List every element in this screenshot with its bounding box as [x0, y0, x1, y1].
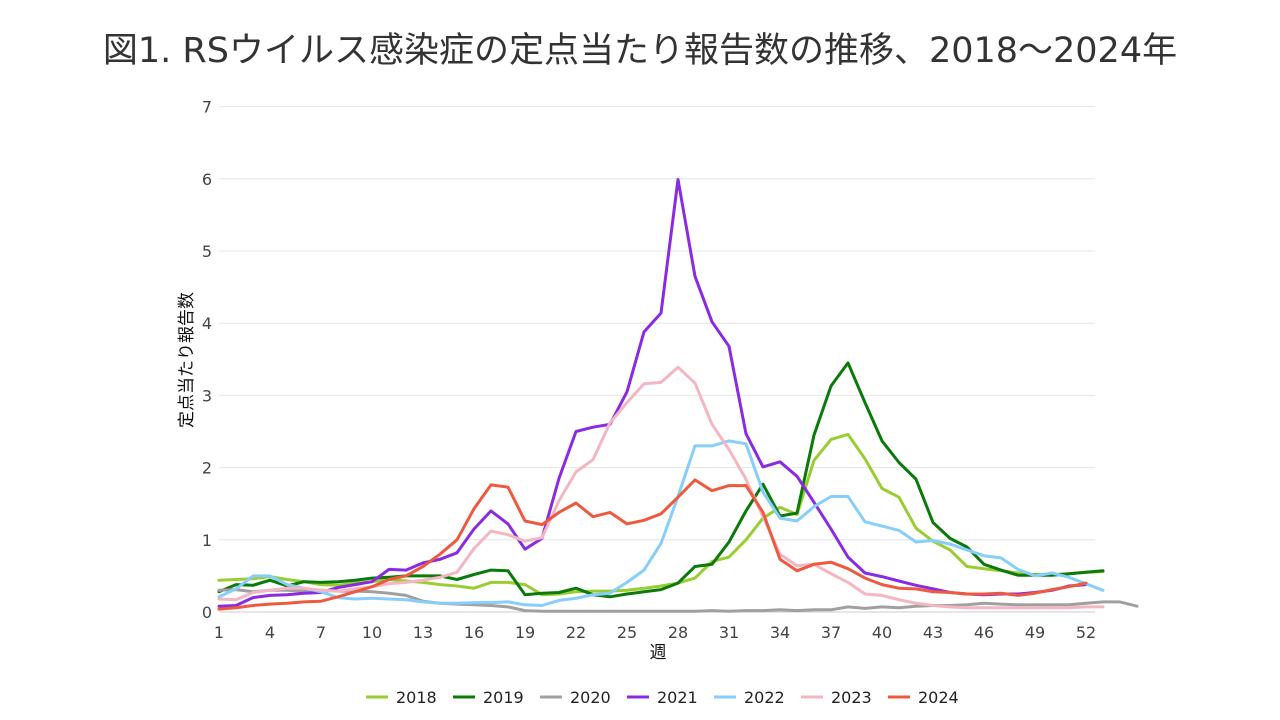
legend-label: 2022 — [744, 688, 785, 707]
legend-item-2020: 2020 — [540, 688, 611, 707]
x-tick-label: 19 — [515, 623, 535, 642]
x-tick-label: 10 — [362, 623, 382, 642]
x-tick-label: 16 — [464, 623, 484, 642]
x-tick-label: 43 — [923, 623, 943, 642]
y-axis-label: 定点当たり報告数 — [177, 292, 197, 428]
legend-label: 2021 — [657, 688, 698, 707]
legend-label: 2023 — [831, 688, 872, 707]
legend-item-2019: 2019 — [453, 688, 524, 707]
x-axis-label: 週 — [650, 643, 667, 663]
x-tick-label: 37 — [821, 623, 841, 642]
legend: 2018 2019 2020 2021 2022 2023 2024 — [366, 688, 959, 707]
x-tick-label: 25 — [617, 623, 637, 642]
y-tick-label: 2 — [202, 459, 212, 478]
y-tick-label: 6 — [202, 170, 212, 189]
x-tick-label: 22 — [566, 623, 586, 642]
x-tick-label: 49 — [1025, 623, 1045, 642]
legend-label: 2018 — [396, 688, 437, 707]
y-tick-label: 4 — [202, 314, 212, 333]
x-tick-label: 28 — [668, 623, 688, 642]
x-tick-label: 31 — [719, 623, 739, 642]
y-tick-label: 1 — [202, 531, 212, 550]
y-tick-label: 5 — [202, 242, 212, 261]
x-tick-label: 34 — [770, 623, 790, 642]
legend-item-2024: 2024 — [888, 688, 959, 707]
y-tick-label: 3 — [202, 386, 212, 405]
legend-label: 2020 — [570, 688, 611, 707]
y-tick-label: 0 — [202, 603, 212, 622]
x-tick-label: 52 — [1076, 623, 1096, 642]
x-tick-label: 1 — [214, 623, 224, 642]
x-tick-label: 4 — [265, 623, 275, 642]
legend-item-2023: 2023 — [801, 688, 872, 707]
gridlines — [219, 107, 1095, 612]
x-tick-label: 40 — [872, 623, 892, 642]
chart-area: 012345671 4 7 10 13 16 19 22 25 28 31 34 37 40 43 46 49 5… — [0, 0, 1280, 720]
series-line-2023 — [219, 367, 1103, 608]
x-tick-label: 13 — [413, 623, 433, 642]
x-tick-label: 7 — [316, 623, 326, 642]
legend-item-2022: 2022 — [714, 688, 785, 707]
legend-item-2021: 2021 — [627, 688, 698, 707]
legend-item-2018: 2018 — [366, 688, 437, 707]
y-tick-label: 7 — [202, 98, 212, 117]
legend-label: 2024 — [918, 688, 959, 707]
legend-label: 2019 — [483, 688, 524, 707]
x-tick-label: 46 — [974, 623, 994, 642]
series-line-2019 — [219, 363, 1103, 597]
